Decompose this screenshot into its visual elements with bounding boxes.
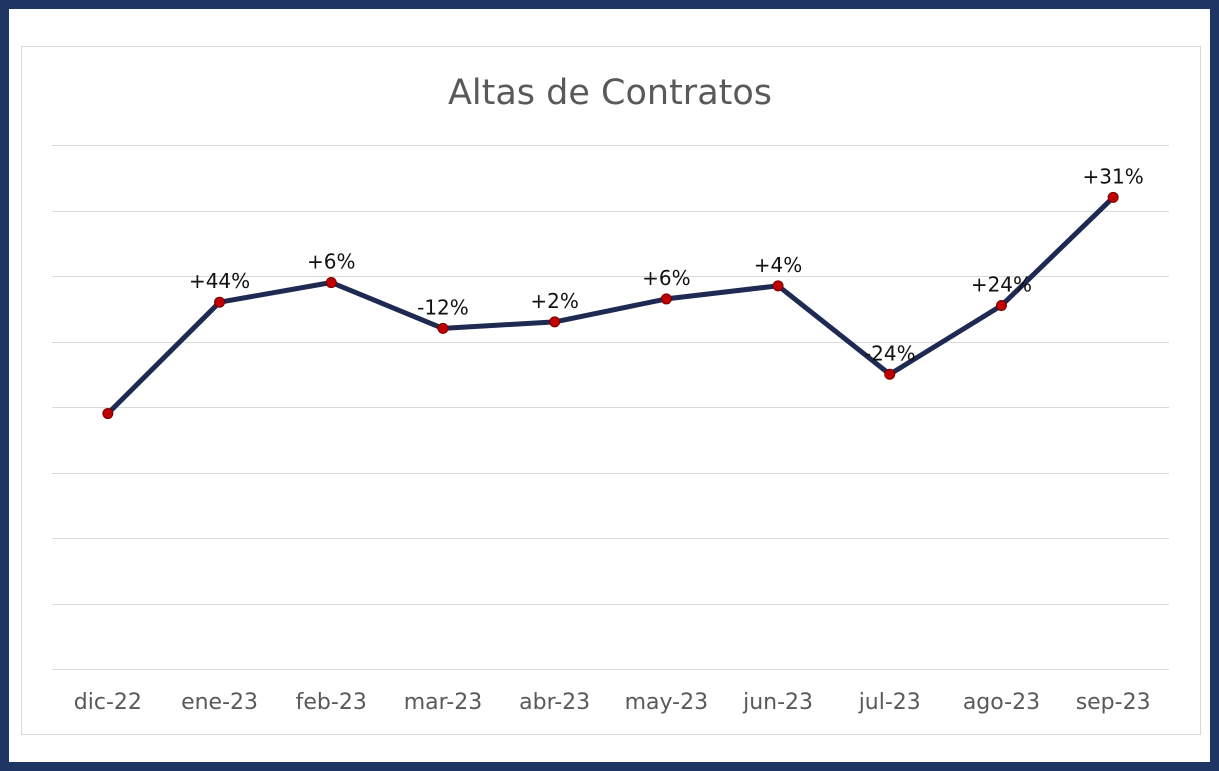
- x-tick-label-abr-23: abr-23: [519, 690, 590, 715]
- data-label-mar-23: -12%: [417, 295, 469, 319]
- data-point-sep-23: [1107, 191, 1119, 203]
- data-label-ago-23: +24%: [971, 272, 1032, 296]
- x-tick-label-dic-22: dic-22: [74, 690, 142, 715]
- data-labels: +44% +6% -12% +2% +6% +4% -24% +24% +31%: [189, 164, 1144, 365]
- data-label-abr-23: +2%: [530, 289, 579, 313]
- data-point-feb-23: [325, 277, 337, 289]
- x-axis-tick-labels: dic-22 ene-23 feb-23 mar-23 abr-23 may-23 jun-…: [74, 690, 1151, 715]
- data-point-ene-23: [214, 296, 226, 308]
- data-point-may-23: [660, 293, 672, 305]
- data-point-mar-23: [437, 322, 449, 334]
- x-tick-label-ene-23: ene-23: [181, 690, 258, 715]
- data-point-dic-22: [102, 408, 114, 420]
- series: [105, 194, 1116, 417]
- x-tick-label-ago-23: ago-23: [963, 690, 1040, 715]
- data-label-sep-23: +31%: [1083, 164, 1144, 188]
- x-tick-label-feb-23: feb-23: [296, 690, 367, 715]
- data-point-jul-23: [884, 368, 896, 380]
- x-tick-label-mar-23: mar-23: [404, 690, 482, 715]
- data-label-jun-23: +4%: [754, 253, 803, 277]
- data-label-feb-23: +6%: [307, 250, 356, 274]
- chart-title: Altas de Contratos: [448, 73, 772, 113]
- data-label-ene-23: +44%: [189, 269, 250, 293]
- data-point-abr-23: [549, 316, 561, 328]
- data-point-jun-23: [772, 280, 784, 292]
- data-label-jul-23: -24%: [864, 341, 916, 365]
- data-markers: [102, 191, 1119, 420]
- x-tick-label-may-23: may-23: [625, 690, 708, 715]
- data-label-may-23: +6%: [642, 266, 691, 290]
- series-line-0: [105, 194, 1116, 417]
- x-tick-label-sep-23: sep-23: [1076, 690, 1151, 715]
- x-tick-label-jun-23: jun-23: [742, 690, 813, 715]
- gridlines: [52, 145, 1169, 670]
- chart-area-border: [21, 46, 1201, 735]
- x-tick-label-jul-23: jul-23: [858, 690, 921, 715]
- data-point-ago-23: [995, 299, 1007, 311]
